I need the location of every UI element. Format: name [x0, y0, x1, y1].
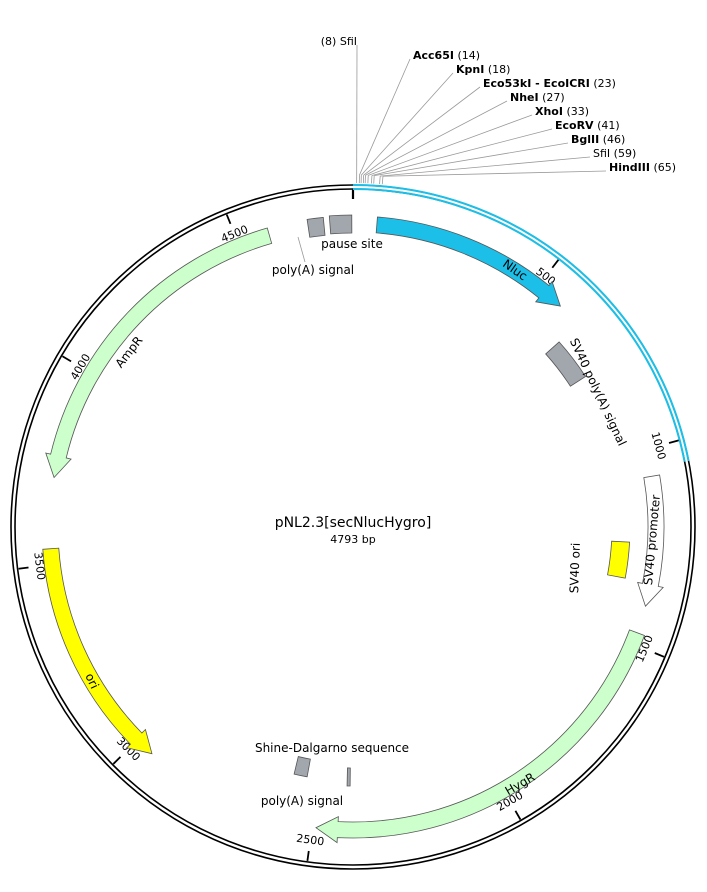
feature-shape	[315, 629, 645, 844]
tick-mark	[668, 439, 679, 444]
site-leader	[368, 114, 533, 176]
site-label: HindIII (65)	[609, 161, 676, 174]
restriction-sites: (8) SfiI Acc65I (14)KpnI (18)Eco53kI - Ec…	[321, 35, 676, 185]
feature-shape	[607, 540, 631, 579]
feature-label: pause site	[321, 237, 383, 251]
highlight-inner	[352, 188, 686, 462]
site-hindiii: HindIII (65)	[381, 161, 676, 185]
site-ecorv: EcoRV (41)	[371, 119, 620, 184]
site-bglii: BglII (46)	[373, 133, 625, 184]
highlight-outer	[352, 184, 690, 462]
feature-nluc: Nluc	[375, 216, 561, 307]
site-leader	[371, 128, 553, 176]
site-nhei: NheI (27)	[364, 91, 565, 184]
feature-shape	[545, 341, 587, 387]
site-leader	[374, 142, 569, 177]
site-label: EcoRV (41)	[555, 119, 620, 132]
feature-poly-a-signal: poly(A) signal	[261, 756, 343, 808]
tick-mark	[112, 756, 122, 765]
feature-sv40-poly-a-signal: SV40 poly(A) signal	[545, 336, 629, 448]
feature-ampr: AmpR	[45, 227, 273, 479]
site-acc65i: Acc65I (14)	[358, 49, 480, 184]
plasmid-name: pNL2.3[secNlucHygro]	[275, 515, 432, 531]
tick-mark	[306, 850, 310, 862]
site-label: SfiI (59)	[593, 147, 636, 160]
feature-pause-site: pause site	[321, 214, 383, 251]
site-leader	[382, 170, 607, 177]
plasmid-length: 4793 bp	[330, 533, 375, 546]
site-leader	[363, 86, 481, 176]
site-label: XhoI (33)	[535, 105, 589, 118]
site-leader	[361, 72, 454, 176]
site-tick	[379, 176, 381, 185]
feature-label: poly(A) signal	[272, 263, 354, 277]
tick-mark	[654, 652, 665, 658]
feature-shape	[637, 474, 665, 607]
leader-line	[297, 236, 306, 263]
tick-mark	[18, 566, 29, 570]
feature-label: SV40 ori	[567, 543, 583, 594]
feature-shape	[293, 756, 311, 778]
site-leader	[380, 156, 591, 177]
tick-mark	[551, 259, 560, 269]
site-kpni: KpnI (18)	[360, 63, 510, 184]
feature-shape	[346, 767, 351, 787]
tick-mark	[225, 214, 232, 225]
feature-poly-a-signal: poly(A) signal	[272, 216, 354, 277]
tick-label: 2500	[296, 832, 326, 849]
tick-mark	[61, 355, 72, 363]
feature-shine-dalgarno-sequence: Shine-Dalgarno sequence	[255, 741, 409, 787]
center-label: pNL2.3[secNlucHygro] 4793 bp	[275, 515, 432, 546]
site-tick	[381, 176, 384, 185]
site-label: (8) SfiI	[321, 35, 357, 48]
feature-shape	[306, 216, 326, 238]
site-sfii: (8) SfiI	[321, 35, 358, 184]
feature-shape	[42, 547, 153, 755]
site-eco53ki-ecoicri: Eco53kI - EcoICRI (23)	[362, 77, 616, 184]
site-xhoi: XhoI (33)	[367, 105, 589, 184]
feature-ori: ori	[42, 547, 153, 755]
feature-label: SV40 poly(A) signal	[567, 336, 629, 448]
feature-hygr: HygR	[315, 629, 645, 844]
feature-label: poly(A) signal	[261, 794, 343, 808]
feature-shape	[375, 216, 561, 307]
feature-shape	[328, 214, 353, 235]
site-label: Eco53kI - EcoICRI (23)	[483, 77, 616, 90]
site-label: BglII (46)	[571, 133, 625, 146]
feature-sv40-ori: SV40 ori	[567, 540, 631, 594]
feature-label: Shine-Dalgarno sequence	[255, 741, 409, 755]
site-label: KpnI (18)	[456, 63, 510, 76]
feature-sv40-promoter: SV40 promoter	[637, 474, 665, 607]
site-leader	[365, 100, 508, 176]
site-label: NheI (27)	[510, 91, 565, 104]
site-sfii: SfiI (59)	[379, 147, 636, 185]
tick-label: 1000	[649, 431, 669, 461]
highlight-region	[352, 184, 690, 462]
feature-shape	[45, 227, 273, 479]
feature-label: ori	[82, 671, 101, 691]
site-leader	[359, 58, 411, 176]
site-label: Acc65I (14)	[413, 49, 480, 62]
tick-mark	[514, 810, 522, 820]
